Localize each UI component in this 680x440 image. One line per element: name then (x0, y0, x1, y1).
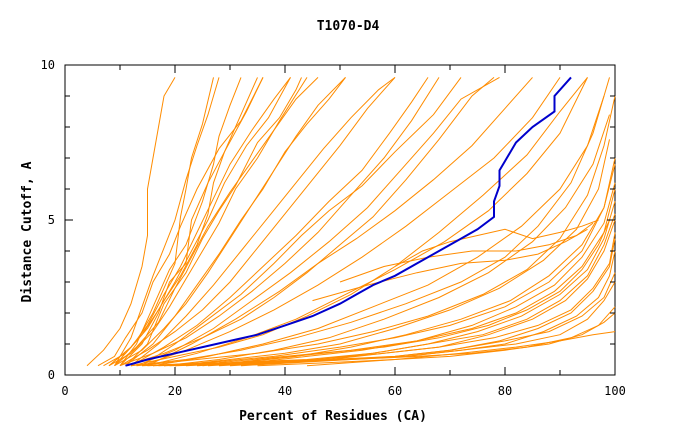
series-line-48 (339, 222, 594, 283)
series-line-45 (257, 312, 616, 367)
series-line-22 (119, 77, 258, 367)
series-line-38 (218, 219, 616, 367)
series-line-24 (114, 77, 214, 367)
series-line-4 (108, 77, 308, 367)
series-line-33 (163, 114, 610, 367)
series-line-26 (125, 77, 346, 367)
series-line-30 (141, 77, 561, 367)
x-tick-label: 0 (61, 384, 68, 398)
series-line-27 (130, 77, 396, 367)
series-layer (86, 76, 616, 367)
series-line-12 (130, 77, 610, 367)
series-line-39 (229, 238, 616, 367)
series-line-44 (147, 77, 533, 367)
x-tick-label: 100 (604, 384, 626, 398)
tick-layer: 0 20 40 60 80 100 0 5 10 (41, 58, 626, 398)
y-tick-label: 0 (48, 368, 55, 382)
series-line-28 (130, 77, 429, 367)
y-axis-label: Distance Cutoff, A (20, 161, 35, 302)
series-line-9 (119, 77, 440, 367)
series-line-47 (394, 219, 599, 267)
series-line-2 (97, 77, 264, 367)
series-line-46 (202, 219, 610, 367)
series-line-36 (196, 182, 616, 367)
series-line-8 (119, 77, 396, 367)
series-line-34 (174, 139, 610, 367)
series-line-31 (147, 77, 588, 367)
series-line-32 (152, 95, 605, 367)
x-tick-label: 60 (388, 384, 402, 398)
x-axis-label: Percent of Residues (CA) (239, 409, 427, 424)
series-line-23 (119, 77, 242, 367)
series-line-43 (141, 77, 462, 367)
y-tick-label: 5 (48, 213, 55, 227)
series-line-1 (86, 77, 176, 367)
series-line-6 (114, 77, 319, 367)
series-line-37 (207, 201, 616, 367)
series-line-14 (141, 157, 616, 367)
series-line-41 (108, 77, 264, 367)
series-line-25 (125, 77, 302, 367)
series-line-3 (103, 77, 291, 367)
series-line-40 (240, 250, 616, 367)
y-tick-label: 10 (41, 58, 55, 72)
series-line-10 (125, 77, 495, 367)
series-line-15 (147, 188, 616, 367)
x-tick-label: 40 (278, 384, 292, 398)
series-line-42 (114, 77, 220, 366)
series-line-7 (114, 77, 346, 367)
x-tick-label: 80 (498, 384, 512, 398)
chart-title: T1070-D4 (317, 19, 380, 34)
series-line-29 (136, 76, 500, 367)
highlight-series-line (125, 76, 572, 367)
x-tick-label: 20 (168, 384, 182, 398)
